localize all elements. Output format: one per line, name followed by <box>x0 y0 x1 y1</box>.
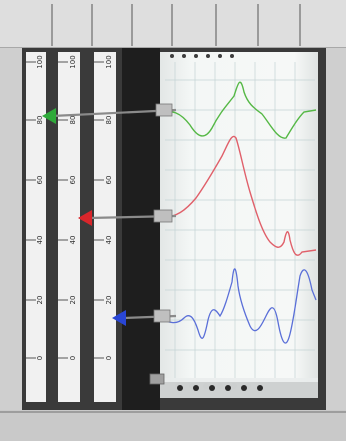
scale-1-tick-60: 60 <box>36 176 44 185</box>
right-wall <box>326 48 346 418</box>
pen-arm-red <box>87 209 177 223</box>
scale-1-tick-80: 80 <box>36 116 44 125</box>
scale-2-tick-40: 40 <box>69 236 77 245</box>
chart-paper <box>160 52 318 398</box>
trace-red <box>159 135 317 256</box>
pen-lift-lever[interactable] <box>149 373 165 385</box>
scale-3-tick-60: 60 <box>105 176 113 185</box>
pointer-red-icon <box>78 210 92 226</box>
pointer-blue-icon <box>112 310 126 326</box>
scale-2-tick-20: 20 <box>69 296 77 305</box>
scale-3-tick-100: 100 <box>105 55 113 68</box>
scale-1-tick-0: 0 <box>36 356 44 360</box>
scale-3-tick-20: 20 <box>105 296 113 305</box>
scale-2-tick-60: 60 <box>69 176 77 185</box>
left-wall <box>0 48 22 418</box>
pen-arm-blue <box>123 309 177 323</box>
scale-3-tick-0: 0 <box>105 356 113 360</box>
scale-2: 100 80 60 40 20 0 <box>58 52 80 402</box>
scale-2-tick-80: 80 <box>69 116 77 125</box>
scale-1-tick-40: 40 <box>36 236 44 245</box>
mechanism-column <box>122 48 160 410</box>
scale-2-tick-100: 100 <box>69 55 77 68</box>
scale-1-tick-20: 20 <box>36 296 44 305</box>
scale-3-tick-40: 40 <box>105 236 113 245</box>
scale-3-tick-80: 80 <box>105 116 113 125</box>
scale-2-tick-0: 0 <box>69 356 77 360</box>
trace-blue <box>159 268 317 344</box>
top-bar-segments <box>51 4 301 46</box>
scale-1-tick-100: 100 <box>36 55 44 68</box>
scale-1: 100 80 60 40 20 0 <box>26 52 46 402</box>
scale-3: 100 80 60 40 20 0 <box>94 52 116 402</box>
pointer-green-icon <box>42 108 56 124</box>
trace-green <box>159 81 317 139</box>
bottom-ledge <box>0 410 346 441</box>
pen-arm-green <box>51 103 177 118</box>
